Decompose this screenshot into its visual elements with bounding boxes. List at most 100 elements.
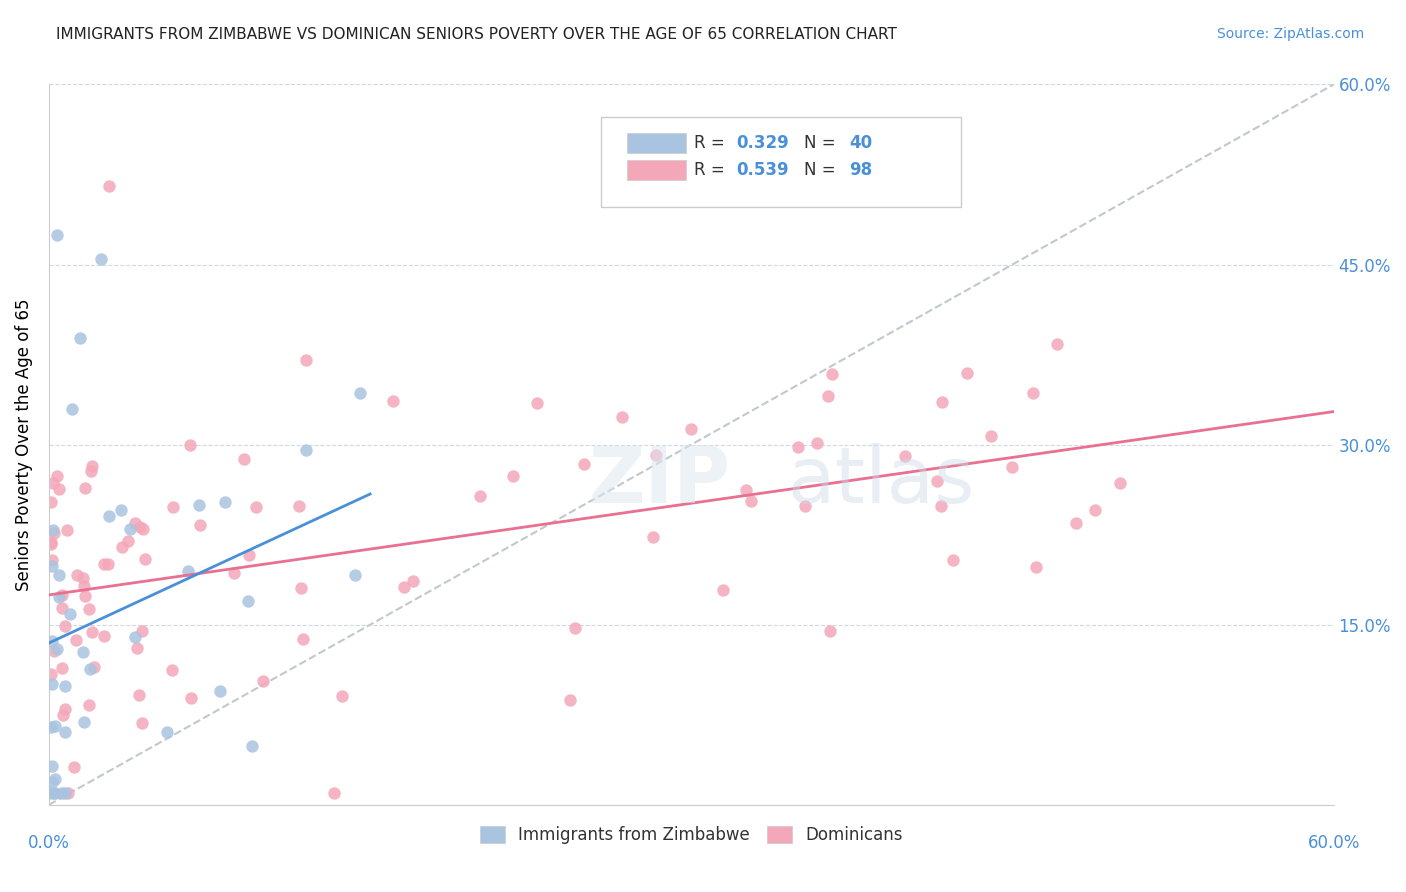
Legend: Immigrants from Zimbabwe, Dominicans: Immigrants from Zimbabwe, Dominicans <box>474 819 910 850</box>
Point <box>110 503 132 517</box>
Point <box>63 760 86 774</box>
Point <box>44 643 66 657</box>
Point <box>209 684 232 698</box>
Point <box>65 632 87 647</box>
Point <box>77 698 100 712</box>
Point <box>72 645 94 659</box>
Point <box>55 702 77 716</box>
Point <box>127 640 149 655</box>
FancyBboxPatch shape <box>602 117 962 207</box>
Point <box>1084 503 1107 517</box>
Point <box>39 667 62 681</box>
Point <box>288 500 311 514</box>
Point <box>245 500 267 515</box>
Point <box>188 517 211 532</box>
Point <box>48 482 70 496</box>
Point <box>502 468 524 483</box>
Point <box>294 443 316 458</box>
Point <box>236 593 259 607</box>
Point <box>53 619 76 633</box>
Text: R =: R = <box>695 134 730 152</box>
Point <box>560 692 582 706</box>
Point <box>124 630 146 644</box>
Point <box>45 641 67 656</box>
Point <box>51 661 73 675</box>
Point <box>44 786 66 800</box>
Point <box>66 567 89 582</box>
Point <box>69 331 91 345</box>
Point <box>806 436 828 450</box>
Text: N =: N = <box>804 134 841 152</box>
Point <box>330 690 353 704</box>
Point <box>51 786 73 800</box>
Point <box>73 714 96 729</box>
Point <box>56 786 79 800</box>
Text: 0.539: 0.539 <box>737 161 789 179</box>
Point <box>77 602 100 616</box>
Point <box>643 530 665 544</box>
Point <box>39 786 62 800</box>
Point <box>162 500 184 514</box>
Point <box>46 469 69 483</box>
Point <box>56 523 79 537</box>
Point <box>42 475 65 490</box>
Point <box>93 629 115 643</box>
Point <box>120 522 142 536</box>
Point <box>956 366 979 380</box>
Point <box>740 493 762 508</box>
Point <box>180 691 202 706</box>
Point <box>238 548 260 562</box>
Point <box>179 438 201 452</box>
Point <box>793 500 815 514</box>
Point <box>44 786 66 800</box>
Point <box>39 720 62 734</box>
Point <box>97 179 120 194</box>
Point <box>60 401 83 416</box>
Point <box>1066 516 1088 530</box>
Text: atlas: atlas <box>787 442 976 518</box>
Text: 40: 40 <box>849 134 873 152</box>
Point <box>290 582 312 596</box>
Point <box>574 457 596 471</box>
Point <box>75 589 97 603</box>
Text: IMMIGRANTS FROM ZIMBABWE VS DOMINICAN SENIORS POVERTY OVER THE AGE OF 65 CORRELA: IMMIGRANTS FROM ZIMBABWE VS DOMINICAN SE… <box>56 27 897 42</box>
Point <box>72 579 94 593</box>
Point <box>39 534 62 549</box>
Point <box>222 566 245 581</box>
Point <box>46 227 69 242</box>
Point <box>128 688 150 702</box>
Point <box>931 394 953 409</box>
Point <box>111 540 134 554</box>
Point <box>322 786 344 800</box>
Point <box>187 498 209 512</box>
Point <box>1046 336 1069 351</box>
Point <box>41 759 63 773</box>
Point <box>134 552 156 566</box>
Point <box>117 534 139 549</box>
Point <box>98 509 121 524</box>
Point <box>177 564 200 578</box>
Point <box>821 367 844 381</box>
Text: R =: R = <box>695 161 730 179</box>
Point <box>131 715 153 730</box>
FancyBboxPatch shape <box>627 133 686 153</box>
Point <box>295 353 318 368</box>
Text: 0.0%: 0.0% <box>28 834 70 852</box>
Point <box>53 725 76 739</box>
Point <box>90 252 112 266</box>
Text: 98: 98 <box>849 161 873 179</box>
Point <box>526 396 548 410</box>
Point <box>48 568 70 582</box>
Point <box>564 621 586 635</box>
Point <box>156 724 179 739</box>
Point <box>51 601 73 615</box>
Point <box>291 632 314 647</box>
Point <box>73 482 96 496</box>
Point <box>41 634 63 648</box>
Point <box>79 662 101 676</box>
Point <box>41 558 63 573</box>
Point <box>1025 559 1047 574</box>
Point <box>160 663 183 677</box>
Point <box>39 536 62 550</box>
Point <box>252 674 274 689</box>
